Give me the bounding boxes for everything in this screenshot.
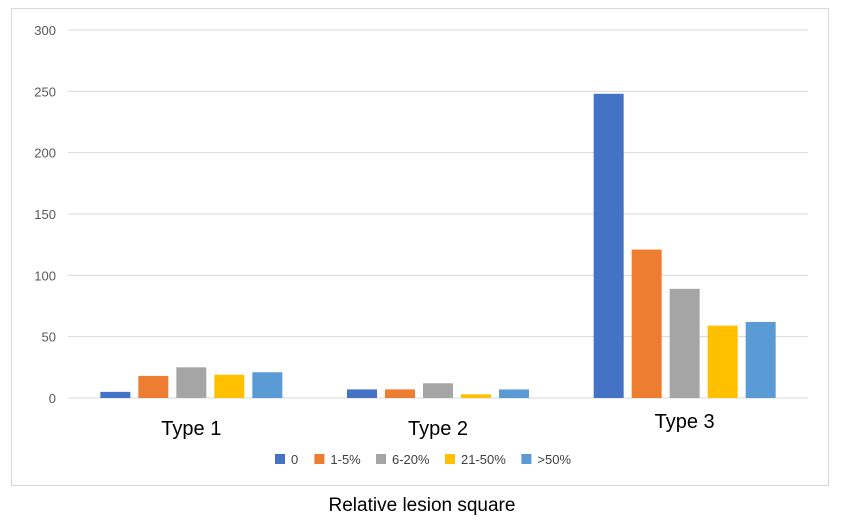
legend-swatch <box>521 454 532 464</box>
bar <box>745 321 776 398</box>
y-tick-label: 250 <box>34 84 56 99</box>
bar <box>138 375 169 398</box>
bar <box>631 249 662 398</box>
bar <box>707 325 738 398</box>
bar <box>385 389 415 398</box>
y-tick-label: 300 <box>34 23 56 38</box>
y-tick-label: 100 <box>34 268 56 283</box>
legend-label: >50% <box>537 452 571 467</box>
bar <box>347 389 377 398</box>
bar <box>669 288 700 398</box>
legend-label: 0 <box>291 452 298 467</box>
bar <box>499 389 529 398</box>
category-label: Type 1 <box>161 418 221 440</box>
y-tick-label: 0 <box>49 391 56 406</box>
legend-swatch <box>314 454 325 464</box>
x-axis-label: Relative lesion square <box>328 495 516 516</box>
bar <box>461 394 491 398</box>
bar <box>593 93 624 398</box>
category-label: Type 3 <box>655 411 715 433</box>
bar <box>100 391 131 398</box>
y-tick-label: 50 <box>42 330 56 345</box>
legend-swatch <box>275 454 285 464</box>
legend-label: 6-20% <box>392 452 430 467</box>
chart-frame <box>11 8 829 486</box>
legend-swatch <box>445 454 455 464</box>
bar <box>214 374 245 398</box>
bar <box>252 372 283 398</box>
category-label: Type 2 <box>408 418 468 440</box>
y-tick-label: 150 <box>34 207 56 222</box>
y-tick-label: 200 <box>34 146 56 161</box>
bar <box>423 383 453 398</box>
legend-label: 1-5% <box>330 452 361 467</box>
bar <box>176 367 207 398</box>
legend-label: 21-50% <box>461 452 506 467</box>
legend-swatch <box>376 454 386 464</box>
